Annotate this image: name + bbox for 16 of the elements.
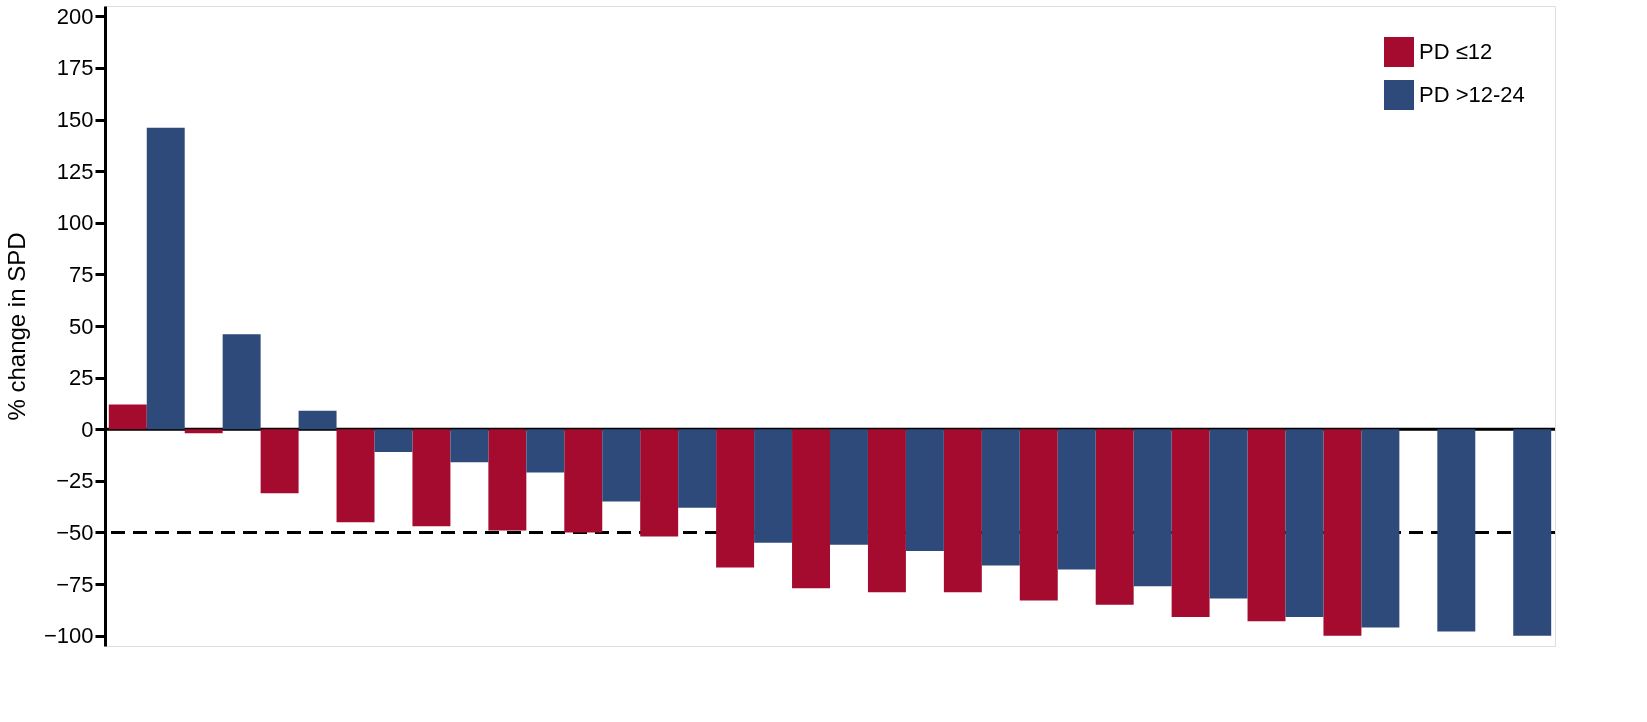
y-tick-label: 100 bbox=[56, 210, 94, 236]
y-tick-label: 50 bbox=[69, 313, 94, 339]
y-tick-label: −100 bbox=[43, 623, 94, 649]
y-axis-title: % change in SPD bbox=[2, 232, 30, 421]
y-tick-label: 0 bbox=[81, 416, 94, 442]
y-tick-label: −75 bbox=[56, 571, 94, 597]
y-tick-label: 175 bbox=[56, 55, 94, 81]
y-tick-label: 125 bbox=[56, 158, 94, 184]
y-tick-label: 150 bbox=[56, 107, 94, 133]
legend-label: PD ≤12 bbox=[1419, 39, 1493, 64]
legend-label: PD >12-24 bbox=[1419, 82, 1525, 107]
y-tick-label: 25 bbox=[69, 365, 94, 391]
y-tick-label: −25 bbox=[56, 468, 94, 494]
y-tick-label: 75 bbox=[69, 261, 94, 287]
y-tick-label: −50 bbox=[56, 519, 94, 545]
y-tick-label: 200 bbox=[56, 3, 94, 29]
